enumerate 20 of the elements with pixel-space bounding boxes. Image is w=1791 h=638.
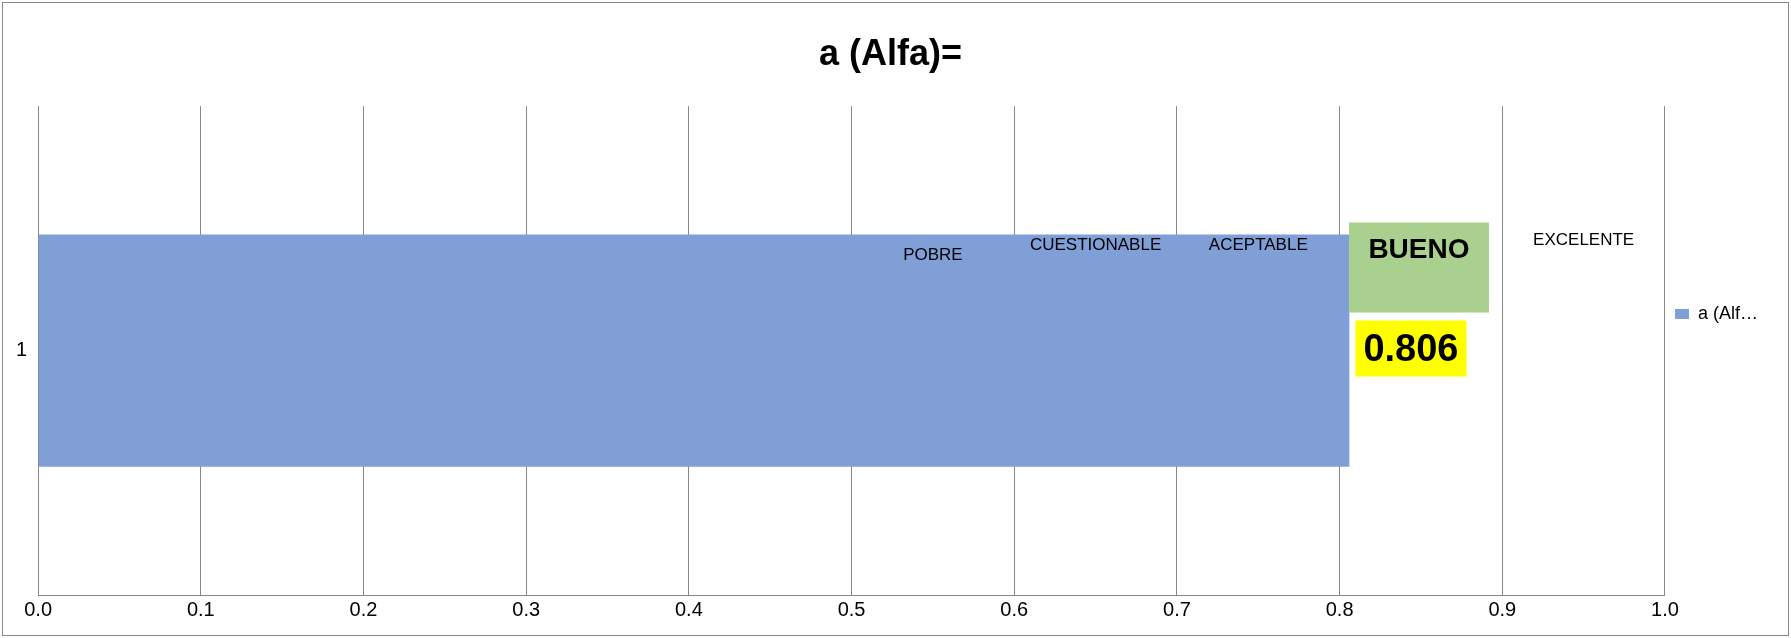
text: POBRE — [903, 245, 963, 265]
text: EXCELENTE — [1533, 230, 1635, 250]
chart-title: a (Alfa)= — [818, 31, 963, 73]
x-tick-label: 0.3 — [512, 597, 541, 620]
x-tick-label: 0.7 — [1163, 597, 1191, 620]
x-tick-label: 0.8 — [1325, 597, 1354, 620]
y-tick-label: 1 — [16, 338, 28, 361]
x-tick-label: 0.0 — [24, 597, 53, 620]
legend-label: a (Alf… — [1697, 302, 1758, 323]
text: ACEPTABLE — [1208, 235, 1308, 255]
x-tick-label: 0.4 — [674, 597, 703, 620]
text: CUESTIONABLE — [1029, 235, 1162, 255]
data-label: 0.806 — [1363, 327, 1459, 370]
text: BUENO — [1368, 233, 1470, 265]
x-tick-label: 0.1 — [186, 597, 215, 620]
x-tick-label: 0.5 — [837, 597, 866, 620]
x-tick-label: 0.6 — [1000, 597, 1029, 620]
x-tick-label: 0.2 — [349, 597, 378, 620]
x-tick-label: 1.0 — [1651, 597, 1679, 620]
x-tick-label: 0.9 — [1488, 597, 1517, 620]
